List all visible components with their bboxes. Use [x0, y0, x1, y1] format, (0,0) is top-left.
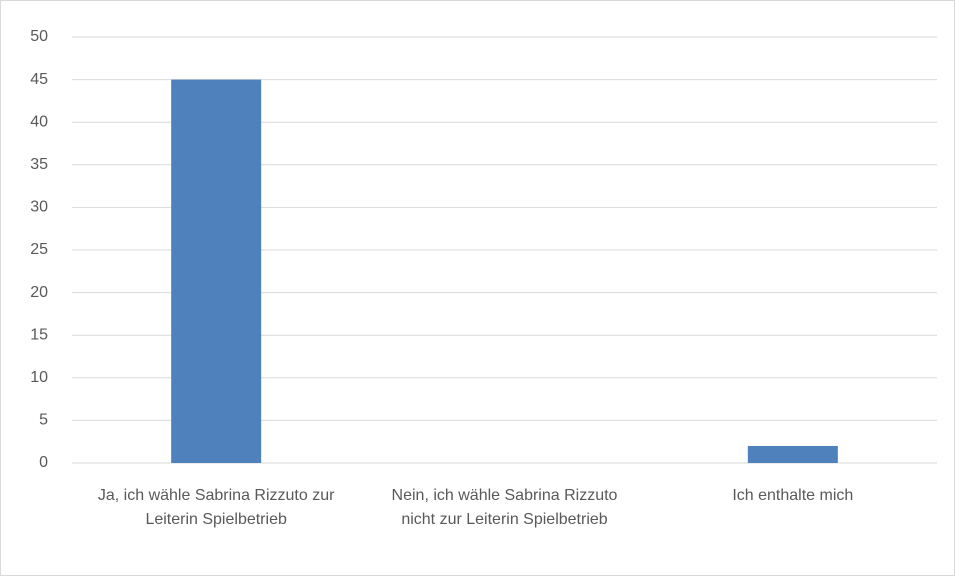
bar	[171, 79, 262, 463]
y-tick-label: 45	[30, 71, 48, 88]
bar	[747, 445, 838, 463]
y-tick-label: 0	[39, 454, 48, 471]
y-tick-label: 40	[30, 113, 48, 130]
y-tick-label: 30	[30, 199, 48, 216]
x-tick-label: Ich enthalte mich	[732, 487, 854, 504]
y-tick-label: 5	[39, 412, 48, 429]
y-tick-label: 10	[30, 369, 48, 386]
y-tick-label: 35	[30, 156, 48, 173]
y-tick-label: 20	[30, 284, 48, 301]
x-tick-label: Nein, ich wähle Sabrina Rizzuto nicht zu…	[391, 487, 618, 528]
x-tick-label: Ja, ich wähle Sabrina Rizzuto zur Leiter…	[97, 487, 335, 528]
y-tick-label: 15	[30, 326, 48, 343]
y-tick-label: 50	[30, 28, 48, 45]
y-tick-label: 25	[30, 241, 48, 258]
